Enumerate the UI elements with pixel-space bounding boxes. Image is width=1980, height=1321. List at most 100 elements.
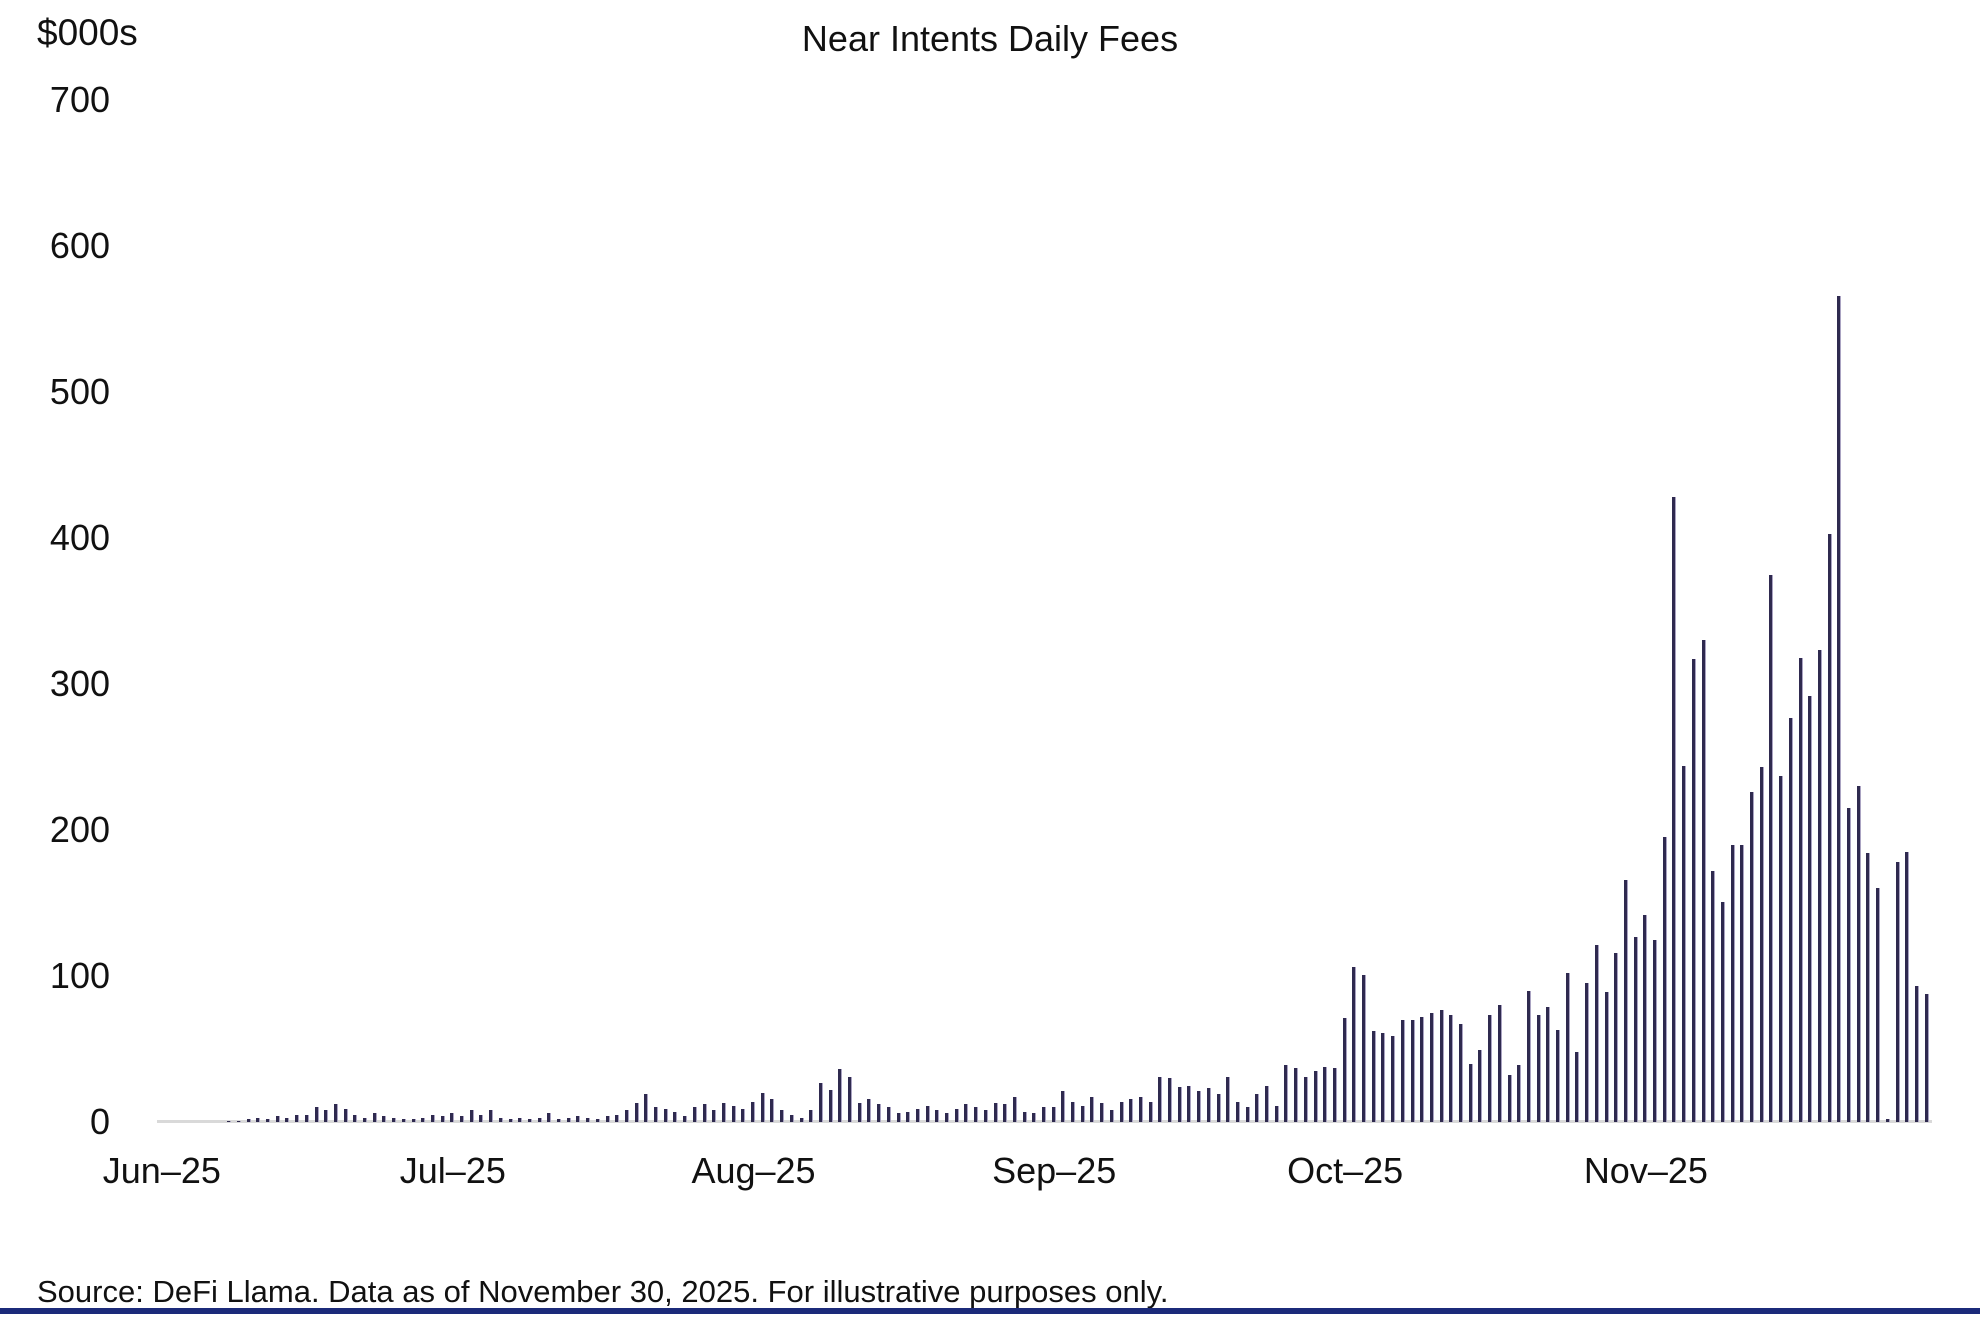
bar — [576, 1116, 581, 1122]
bar — [304, 1114, 309, 1122]
bar — [1197, 1091, 1202, 1122]
bar — [1313, 1070, 1318, 1122]
bar — [1488, 1015, 1493, 1122]
bar — [1885, 1119, 1890, 1122]
bar — [595, 1119, 600, 1122]
bar — [848, 1076, 852, 1122]
bar — [1507, 1075, 1512, 1122]
y-axis-tick-label: 700 — [49, 79, 110, 120]
bar — [1410, 1019, 1415, 1122]
bar — [964, 1104, 969, 1122]
bar — [1740, 844, 1745, 1122]
bar — [673, 1111, 678, 1122]
bar — [1876, 888, 1881, 1122]
bar — [702, 1104, 707, 1122]
bar — [1168, 1078, 1173, 1122]
bar — [886, 1107, 891, 1122]
bar — [1750, 792, 1755, 1122]
bar — [246, 1119, 251, 1122]
bar — [508, 1119, 513, 1122]
bar — [343, 1108, 348, 1122]
bar — [266, 1119, 271, 1122]
y-axis-unit-label: $000s — [37, 12, 138, 53]
bar — [1158, 1076, 1163, 1122]
bar — [1827, 533, 1832, 1122]
bar — [469, 1110, 474, 1122]
x-axis-tick-label: Aug–25 — [691, 1150, 816, 1191]
bar — [1090, 1097, 1095, 1122]
bar — [1672, 497, 1677, 1122]
bar — [925, 1105, 930, 1122]
bar — [401, 1119, 406, 1122]
bar — [1051, 1107, 1056, 1122]
bar — [1381, 1032, 1386, 1122]
x-axis-tick-label: Jul–25 — [399, 1150, 506, 1191]
bar — [1837, 295, 1842, 1122]
bar — [770, 1098, 775, 1122]
bar — [1575, 1051, 1580, 1122]
y-axis-tick-label: 400 — [49, 517, 110, 558]
bar — [751, 1101, 756, 1122]
x-axis-tick-label: Nov–25 — [1583, 1150, 1708, 1191]
bar — [353, 1114, 358, 1122]
bar — [1798, 657, 1803, 1122]
bar — [1071, 1101, 1076, 1122]
bar — [1226, 1076, 1231, 1122]
bar — [1003, 1104, 1008, 1122]
bar — [1905, 851, 1910, 1122]
bar — [1478, 1050, 1483, 1122]
bar — [954, 1108, 959, 1122]
bar — [1109, 1110, 1114, 1122]
bar — [1245, 1107, 1250, 1122]
bar — [1459, 1024, 1464, 1122]
bar — [1371, 1031, 1376, 1122]
bar — [1817, 650, 1822, 1122]
bar — [518, 1117, 523, 1122]
bar — [1138, 1097, 1143, 1122]
bar — [1274, 1105, 1279, 1122]
bar — [285, 1117, 290, 1122]
bar — [1342, 1018, 1347, 1122]
bar — [721, 1103, 726, 1122]
x-axis-tick-label: Oct–25 — [1287, 1150, 1404, 1191]
plot-area — [157, 100, 1932, 1122]
bar — [1400, 1019, 1405, 1122]
bar — [1924, 993, 1929, 1122]
bar — [915, 1108, 920, 1122]
bar — [460, 1116, 465, 1122]
bar — [1633, 936, 1638, 1122]
bar — [1769, 574, 1774, 1122]
bar — [1779, 775, 1784, 1122]
bar — [1352, 967, 1357, 1122]
bar — [1148, 1101, 1153, 1122]
bar — [1100, 1103, 1105, 1122]
bar — [1187, 1085, 1192, 1122]
bar — [1594, 945, 1599, 1122]
bar — [1294, 1067, 1299, 1122]
bar — [809, 1110, 814, 1122]
bar — [450, 1113, 455, 1122]
bar — [1216, 1094, 1221, 1122]
bar — [1284, 1065, 1289, 1122]
bar — [1759, 767, 1764, 1122]
bar — [1720, 901, 1725, 1122]
bar — [1614, 952, 1619, 1122]
bar — [1662, 837, 1667, 1122]
bar — [295, 1114, 300, 1122]
y-axis-tick-label: 100 — [49, 955, 110, 996]
bar — [1255, 1094, 1260, 1122]
bar — [906, 1111, 911, 1122]
bar — [1643, 914, 1648, 1122]
bar — [935, 1110, 940, 1122]
y-axis-tick-label: 600 — [49, 225, 110, 266]
bar — [1866, 853, 1871, 1122]
bar — [1468, 1063, 1473, 1122]
bar — [479, 1114, 484, 1122]
bar — [537, 1117, 542, 1122]
bar — [1788, 717, 1793, 1122]
bar — [1022, 1111, 1027, 1122]
bar — [489, 1110, 494, 1122]
y-axis-tick-label: 500 — [49, 371, 110, 412]
bar — [683, 1116, 688, 1122]
